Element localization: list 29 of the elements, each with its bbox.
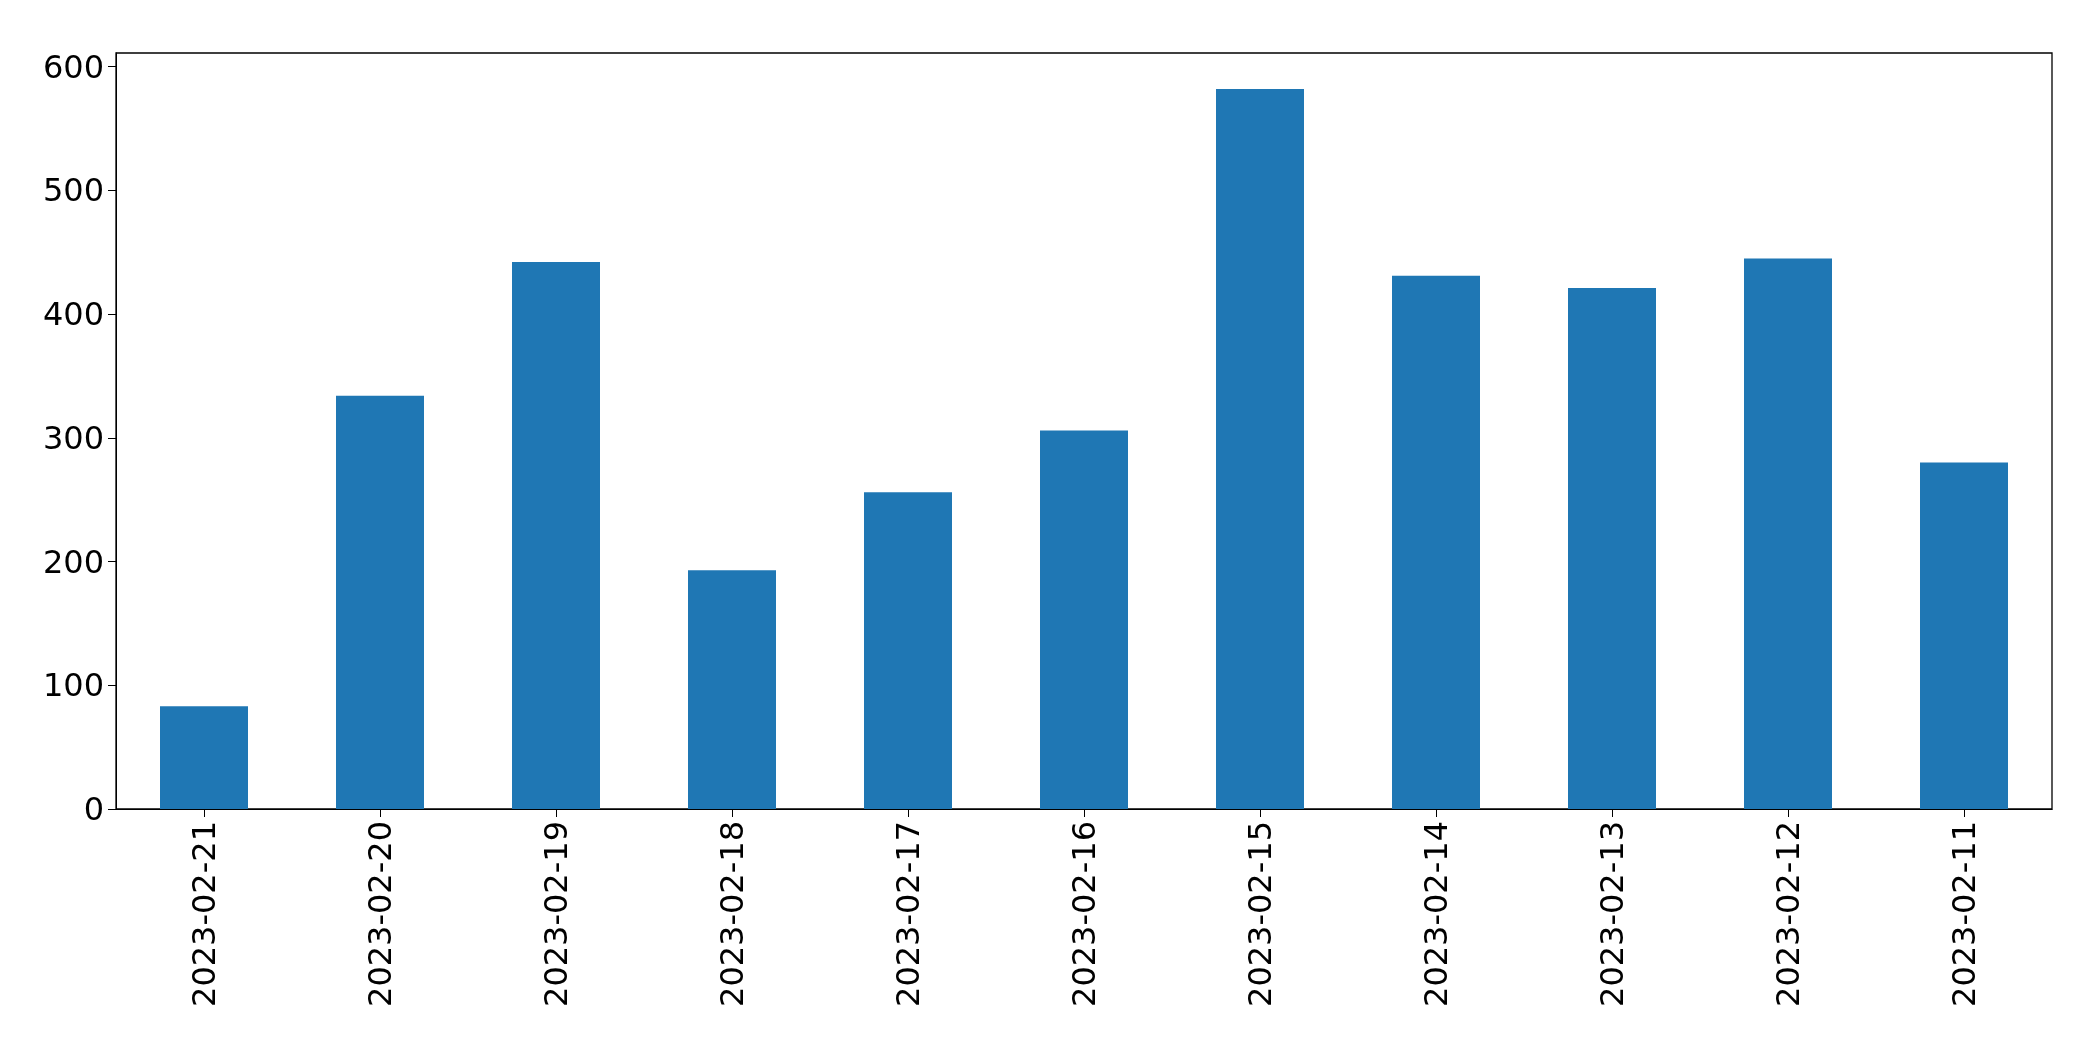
bar bbox=[1040, 430, 1128, 809]
bar bbox=[512, 262, 600, 809]
bar bbox=[160, 706, 248, 809]
bar bbox=[688, 570, 776, 809]
x-tick-label: 2023-02-11 bbox=[1945, 821, 1983, 1007]
x-tick-label: 2023-02-21 bbox=[185, 821, 223, 1007]
y-tick-label: 0 bbox=[83, 790, 104, 828]
y-tick-label: 300 bbox=[42, 418, 104, 457]
x-tick-label: 2023-02-20 bbox=[361, 821, 399, 1007]
x-tick-label: 2023-02-19 bbox=[537, 821, 575, 1007]
y-tick-label: 400 bbox=[42, 295, 104, 334]
y-tick-label: 500 bbox=[42, 171, 104, 210]
x-tick-label: 2023-02-17 bbox=[889, 821, 927, 1007]
bar bbox=[1392, 275, 1480, 809]
y-tick-label: 600 bbox=[42, 47, 104, 86]
x-tick-label: 2023-02-16 bbox=[1065, 821, 1103, 1007]
x-tick-label: 2023-02-18 bbox=[713, 821, 751, 1007]
bar bbox=[1568, 288, 1656, 809]
x-tick-label: 2023-02-15 bbox=[1241, 821, 1279, 1007]
bar bbox=[864, 492, 952, 809]
bar bbox=[1744, 258, 1832, 809]
bar bbox=[1920, 462, 2008, 809]
bar bbox=[1216, 88, 1304, 809]
y-tick-label: 200 bbox=[42, 542, 104, 581]
x-tick-label: 2023-02-14 bbox=[1417, 821, 1455, 1007]
x-tick-label: 2023-02-12 bbox=[1769, 821, 1807, 1007]
y-tick-label: 100 bbox=[42, 666, 104, 705]
x-tick-label: 2023-02-13 bbox=[1593, 821, 1631, 1007]
bar bbox=[336, 395, 424, 809]
